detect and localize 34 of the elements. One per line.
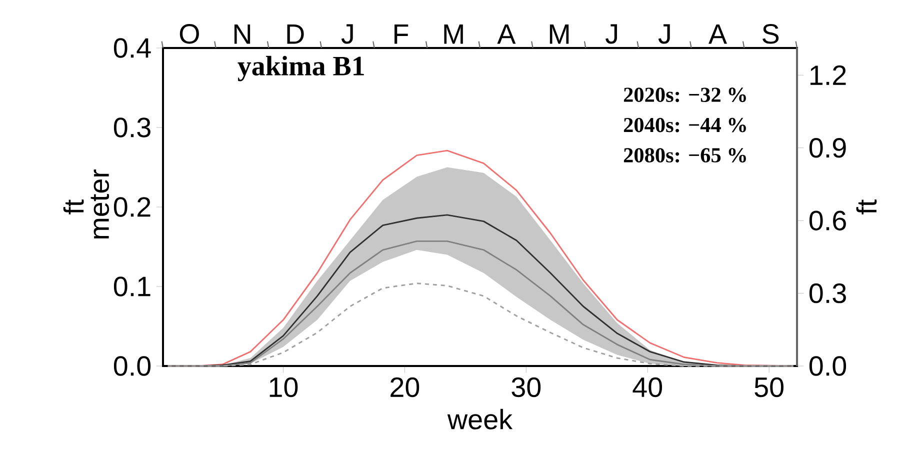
y2-tick-label: 0.6 bbox=[809, 210, 846, 230]
y2-tick-label: 0.3 bbox=[809, 283, 846, 304]
text: A bbox=[497, 24, 516, 44]
annotation: 2080s: −65 % bbox=[624, 148, 746, 163]
x-tick-label: 40 bbox=[632, 377, 662, 398]
text: J bbox=[658, 24, 670, 44]
text: M bbox=[550, 24, 569, 44]
annotation: 2020s: −32 % bbox=[624, 88, 746, 102]
text: A bbox=[708, 24, 727, 44]
y2-tick-label: 1.2 bbox=[810, 65, 846, 85]
y-tick-label: 0.3 bbox=[114, 118, 150, 138]
x-tick-label: 20 bbox=[390, 377, 420, 398]
text: F bbox=[394, 24, 408, 44]
chart-title: yakima B1 bbox=[238, 56, 364, 82]
text: N bbox=[234, 24, 250, 44]
text: M bbox=[444, 24, 463, 44]
y2-tick-label: 0.9 bbox=[809, 138, 846, 158]
y2-tick-label: 0.0 bbox=[809, 356, 846, 376]
text: O bbox=[180, 24, 199, 44]
text: S bbox=[762, 24, 779, 44]
x-tick-label: 30 bbox=[512, 377, 541, 398]
y-tick-label: 0.0 bbox=[114, 356, 151, 376]
x-tick-label: 10 bbox=[270, 377, 298, 398]
y-tick-label: 0.4 bbox=[114, 38, 151, 58]
y-tick-label: 0.1 bbox=[114, 276, 150, 296]
text: J bbox=[341, 24, 353, 44]
text: J bbox=[606, 24, 617, 44]
x-axis-title: week bbox=[447, 408, 513, 430]
y-tick-label: 0.2 bbox=[114, 197, 150, 217]
annotation: 2040s: −44 % bbox=[624, 118, 746, 132]
y-axis-title: ft meter bbox=[63, 169, 110, 238]
x-tick-label: 50 bbox=[754, 377, 784, 398]
text: D bbox=[287, 24, 304, 44]
y2-axis-title: ft bbox=[856, 199, 877, 214]
